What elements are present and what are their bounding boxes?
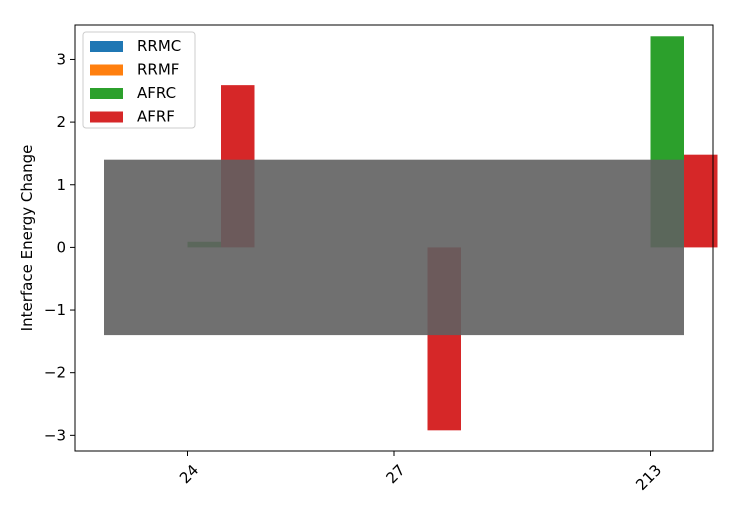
- y-tick-label: 3: [56, 50, 66, 68]
- band-layer: [104, 159, 684, 336]
- legend-swatch-afrf: [90, 111, 123, 123]
- gray-band: [104, 159, 684, 336]
- legend: RRMC RRMF AFRC AFRF: [82, 31, 196, 129]
- legend-label-afrc: AFRC: [137, 84, 176, 102]
- y-tick-label: 0: [56, 238, 66, 256]
- y-axis: −3 −2 −1 0 1 2 3: [44, 50, 75, 444]
- bar-afrf-213: [684, 154, 718, 248]
- legend-box: [82, 31, 196, 129]
- legend-swatch-afrc: [90, 88, 123, 99]
- legend-label-rrmf: RRMF: [137, 61, 179, 79]
- legend-swatch-rrmf: [90, 64, 123, 76]
- y-tick-label: −3: [44, 426, 66, 444]
- legend-swatch-rrmc: [90, 41, 123, 52]
- legend-label-afrf: AFRF: [137, 108, 175, 126]
- y-axis-label: Interface Energy Change: [18, 145, 36, 332]
- y-tick-label: 2: [56, 113, 66, 131]
- y-tick-label: −2: [44, 364, 66, 382]
- legend-label-rrmc: RRMC: [137, 37, 181, 55]
- y-tick-label: −1: [44, 301, 66, 319]
- y-tick-label: 1: [56, 176, 66, 194]
